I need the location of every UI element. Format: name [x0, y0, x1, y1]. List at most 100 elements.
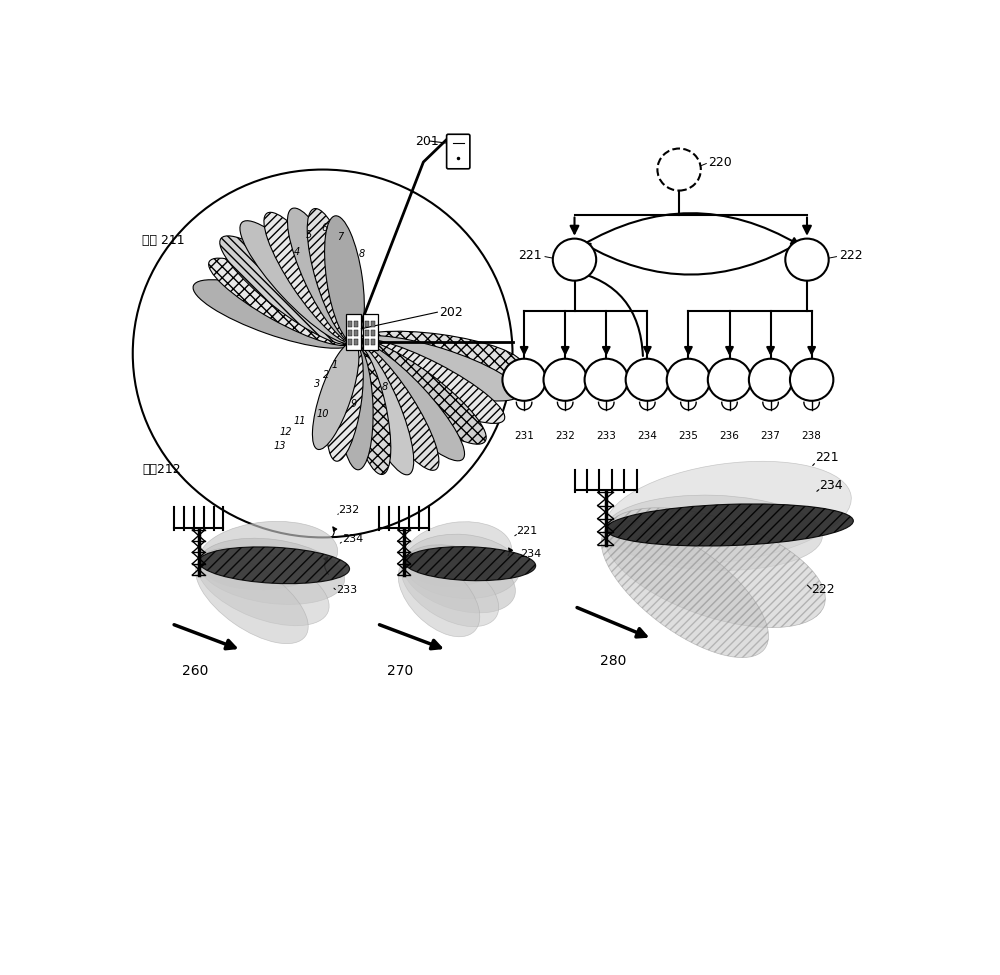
- Ellipse shape: [605, 495, 822, 570]
- Bar: [348, 321, 352, 328]
- Text: 238: 238: [802, 431, 822, 441]
- Text: 232: 232: [338, 505, 359, 516]
- Ellipse shape: [404, 522, 512, 587]
- Ellipse shape: [325, 215, 364, 342]
- Circle shape: [667, 359, 710, 401]
- Text: 6: 6: [322, 223, 328, 233]
- Ellipse shape: [345, 342, 391, 475]
- Bar: [371, 331, 375, 336]
- Text: 234: 234: [342, 534, 363, 544]
- Ellipse shape: [209, 258, 354, 345]
- Bar: [348, 331, 352, 336]
- Circle shape: [544, 359, 587, 401]
- Text: 8: 8: [358, 249, 364, 258]
- Text: 233: 233: [336, 585, 357, 595]
- Text: 7: 7: [337, 232, 344, 242]
- Text: 202: 202: [439, 306, 463, 319]
- Circle shape: [785, 239, 829, 281]
- Text: 234: 234: [819, 479, 842, 492]
- Bar: [346, 314, 361, 350]
- Bar: [371, 339, 375, 345]
- Text: 235: 235: [678, 431, 698, 441]
- Ellipse shape: [601, 521, 769, 657]
- Text: 233: 233: [596, 431, 616, 441]
- Bar: [365, 339, 369, 345]
- Text: 221: 221: [815, 451, 838, 464]
- Ellipse shape: [353, 338, 505, 423]
- Ellipse shape: [605, 504, 853, 546]
- Ellipse shape: [307, 209, 361, 342]
- Ellipse shape: [312, 342, 359, 449]
- Ellipse shape: [605, 461, 851, 564]
- Ellipse shape: [401, 552, 499, 627]
- Text: 13: 13: [274, 441, 286, 450]
- Text: 231: 231: [514, 431, 534, 441]
- Circle shape: [790, 359, 833, 401]
- Text: 2: 2: [323, 370, 330, 380]
- Ellipse shape: [287, 208, 358, 342]
- Bar: [354, 331, 358, 336]
- Bar: [363, 314, 378, 350]
- Text: 1: 1: [331, 360, 337, 370]
- Ellipse shape: [327, 342, 363, 461]
- Ellipse shape: [404, 534, 520, 599]
- Ellipse shape: [193, 280, 354, 348]
- Text: 12: 12: [280, 427, 292, 438]
- Circle shape: [553, 239, 596, 281]
- Text: 234: 234: [637, 431, 657, 441]
- Text: 4: 4: [294, 247, 300, 257]
- Text: 237: 237: [761, 431, 781, 441]
- Ellipse shape: [354, 332, 523, 376]
- Text: 5: 5: [306, 230, 312, 240]
- Ellipse shape: [197, 548, 329, 626]
- Ellipse shape: [403, 545, 515, 613]
- Text: 10: 10: [316, 410, 329, 419]
- Ellipse shape: [352, 339, 486, 445]
- Circle shape: [626, 359, 669, 401]
- Ellipse shape: [199, 522, 338, 590]
- Ellipse shape: [353, 335, 520, 401]
- Text: 222: 222: [811, 583, 834, 596]
- Ellipse shape: [264, 213, 357, 343]
- Ellipse shape: [220, 236, 355, 344]
- Ellipse shape: [339, 342, 373, 470]
- Ellipse shape: [398, 557, 480, 637]
- Text: 236: 236: [720, 431, 739, 441]
- Text: 222: 222: [840, 250, 863, 262]
- Ellipse shape: [350, 341, 439, 470]
- Ellipse shape: [198, 538, 345, 604]
- Text: 280: 280: [600, 654, 626, 668]
- Text: 260: 260: [182, 664, 208, 678]
- Ellipse shape: [240, 220, 356, 344]
- Bar: [371, 321, 375, 328]
- Text: 9: 9: [351, 399, 357, 409]
- Circle shape: [708, 359, 751, 401]
- FancyBboxPatch shape: [447, 135, 470, 169]
- Text: 234: 234: [520, 549, 542, 559]
- Text: 11: 11: [293, 416, 306, 426]
- Text: 8: 8: [382, 382, 388, 392]
- Circle shape: [585, 359, 628, 401]
- Text: 221: 221: [518, 250, 542, 262]
- Ellipse shape: [604, 508, 825, 628]
- Text: 3: 3: [314, 378, 320, 388]
- Text: 220: 220: [709, 156, 732, 169]
- Ellipse shape: [199, 547, 350, 584]
- Circle shape: [749, 359, 792, 401]
- Text: 221: 221: [516, 526, 538, 536]
- Text: 201: 201: [415, 135, 439, 147]
- Text: 小区212: 小区212: [142, 463, 181, 477]
- Bar: [348, 339, 352, 345]
- Circle shape: [502, 359, 546, 401]
- Ellipse shape: [404, 547, 536, 581]
- Ellipse shape: [196, 554, 308, 644]
- Ellipse shape: [352, 341, 465, 461]
- Bar: [365, 331, 369, 336]
- Text: 232: 232: [555, 431, 575, 441]
- Bar: [354, 321, 358, 328]
- Text: 270: 270: [387, 664, 413, 678]
- Text: 小区 211: 小区 211: [142, 234, 185, 248]
- Bar: [365, 321, 369, 328]
- Bar: [354, 339, 358, 345]
- Ellipse shape: [349, 342, 414, 475]
